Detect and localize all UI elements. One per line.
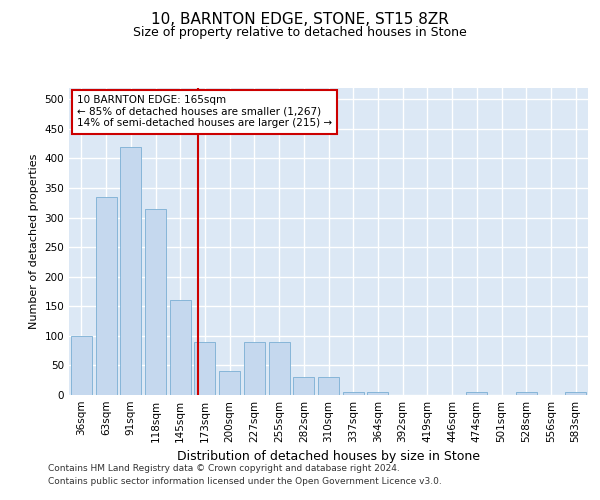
Bar bbox=[466, 392, 487, 395]
Y-axis label: Number of detached properties: Number of detached properties bbox=[29, 154, 39, 329]
Bar bbox=[293, 378, 314, 395]
Bar bbox=[145, 208, 166, 395]
Bar bbox=[71, 336, 92, 395]
Text: 10 BARNTON EDGE: 165sqm
← 85% of detached houses are smaller (1,267)
14% of semi: 10 BARNTON EDGE: 165sqm ← 85% of detache… bbox=[77, 95, 332, 128]
Bar bbox=[219, 372, 240, 395]
Bar bbox=[120, 146, 141, 395]
Bar bbox=[194, 342, 215, 395]
Bar bbox=[565, 392, 586, 395]
Text: Contains HM Land Registry data © Crown copyright and database right 2024.: Contains HM Land Registry data © Crown c… bbox=[48, 464, 400, 473]
Bar bbox=[367, 392, 388, 395]
Text: 10, BARNTON EDGE, STONE, ST15 8ZR: 10, BARNTON EDGE, STONE, ST15 8ZR bbox=[151, 12, 449, 28]
Bar bbox=[244, 342, 265, 395]
Text: Size of property relative to detached houses in Stone: Size of property relative to detached ho… bbox=[133, 26, 467, 39]
Bar bbox=[269, 342, 290, 395]
X-axis label: Distribution of detached houses by size in Stone: Distribution of detached houses by size … bbox=[177, 450, 480, 464]
Bar bbox=[170, 300, 191, 395]
Bar bbox=[318, 378, 339, 395]
Bar bbox=[343, 392, 364, 395]
Bar bbox=[95, 197, 116, 395]
Bar bbox=[516, 392, 537, 395]
Text: Contains public sector information licensed under the Open Government Licence v3: Contains public sector information licen… bbox=[48, 478, 442, 486]
